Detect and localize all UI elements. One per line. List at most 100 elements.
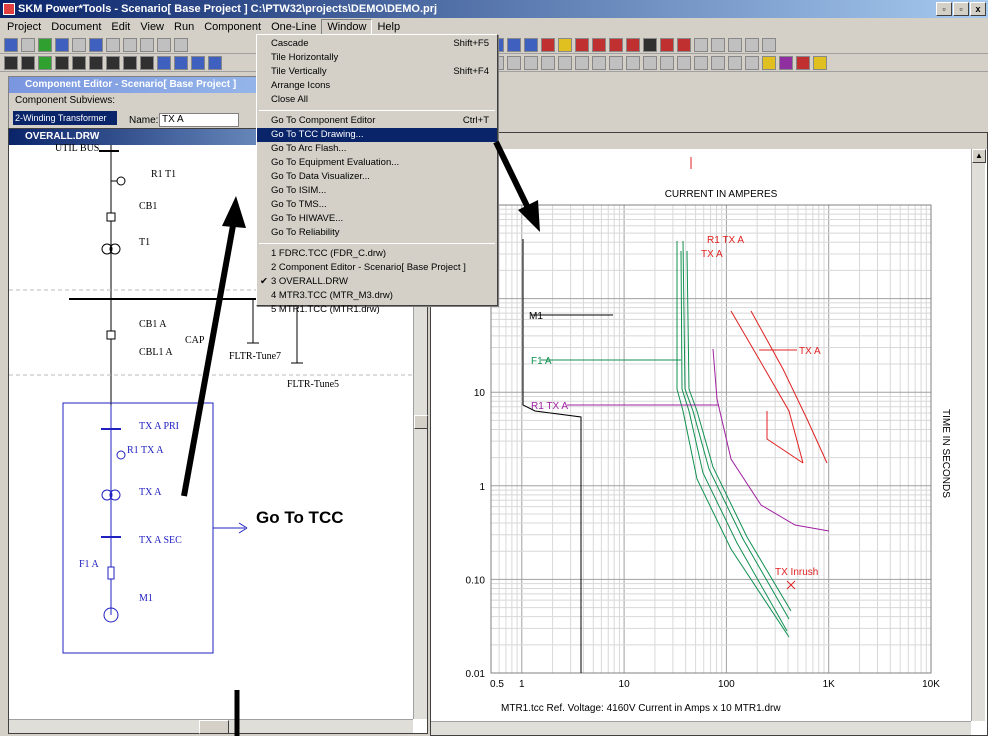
menu-one-line[interactable]: One-Line [271, 21, 317, 33]
menu-item-window-4[interactable]: 4 MTR3.TCC (MTR_M3.drw) [257, 289, 497, 303]
menu-item-window-1[interactable]: 1 FDRC.TCC (FDR_C.drw) [257, 247, 497, 261]
menu-item-goto-arc-flash[interactable]: Go To Arc Flash... [257, 142, 497, 156]
drawing-hscroll-thumb[interactable] [199, 720, 229, 734]
help-icon[interactable] [106, 37, 120, 52]
fuse-tool-icon[interactable] [123, 55, 137, 70]
tcc-scroll-up[interactable]: ▲ [972, 149, 986, 163]
transformer-tool-icon[interactable] [72, 55, 86, 70]
txa-curve-2[interactable] [750, 310, 828, 464]
menu-item-goto-isim[interactable]: Go To ISIM... [257, 184, 497, 198]
drawing-horizontal-scrollbar[interactable] [9, 719, 413, 734]
subview-selected[interactable]: 2-Winding Transformer [13, 111, 117, 125]
wind-tool-icon[interactable] [660, 55, 674, 70]
menu-item-goto-equipment-evaluation[interactable]: Go To Equipment Evaluation... [257, 156, 497, 170]
menu-document[interactable]: Document [51, 21, 102, 33]
txa-secondary-winding[interactable] [109, 489, 121, 501]
battery-tool-icon[interactable] [677, 55, 691, 70]
menu-item-close-all[interactable]: Close All [257, 93, 497, 107]
menu-edit[interactable]: Edit [111, 21, 131, 33]
zoom-fit-icon[interactable] [507, 37, 521, 52]
undo-route-icon[interactable] [626, 37, 640, 52]
t1-primary-winding[interactable] [101, 243, 113, 255]
zoom-select-icon[interactable] [541, 37, 555, 52]
save-icon[interactable] [89, 37, 103, 52]
ats-tool-icon[interactable] [626, 55, 640, 70]
r1t1-relay-symbol[interactable] [116, 176, 126, 186]
breaker-tool-icon[interactable] [106, 55, 120, 70]
motor-tool-icon[interactable] [38, 55, 52, 70]
ups-tool-icon[interactable] [592, 55, 606, 70]
f1a-curve-left[interactable] [676, 241, 790, 638]
menu-item-goto-tcc-drawing[interactable]: Go To TCC Drawing... [257, 128, 497, 142]
selected-group-box[interactable] [62, 402, 214, 654]
cb1a-breaker-symbol[interactable] [106, 330, 116, 340]
paste-icon[interactable] [157, 37, 171, 52]
restore-button[interactable]: ▫ [953, 2, 969, 16]
drawing-vscroll-thumb[interactable] [414, 415, 428, 429]
link2-icon[interactable] [592, 37, 606, 52]
menu-item-arrange-icons[interactable]: Arrange Icons [257, 79, 497, 93]
menu-project[interactable]: Project [7, 21, 42, 33]
m1-curve[interactable] [522, 239, 582, 673]
minimize-button[interactable]: ▫ [936, 2, 952, 16]
tcc-horizontal-scrollbar[interactable] [431, 721, 971, 735]
menu-item-window-5[interactable]: 5 MTR1.TCC (MTR1.drw) [257, 303, 497, 317]
align-icon[interactable] [694, 37, 708, 52]
r1txa-relay-symbol[interactable] [116, 450, 126, 460]
menu-view[interactable]: View [140, 21, 165, 33]
menu-window[interactable]: Window [321, 19, 373, 35]
menu-run[interactable]: Run [174, 21, 195, 33]
menu-help[interactable]: Help [377, 21, 401, 33]
menu-item-window-2[interactable]: 2 Component Editor - Scenario[ Base Proj… [257, 261, 497, 275]
home-icon[interactable] [745, 37, 759, 52]
f1a-fuse-symbol[interactable] [107, 566, 115, 580]
mesh-tool-icon[interactable] [745, 55, 759, 70]
open-icon[interactable] [21, 37, 35, 52]
menu-item-cascade[interactable]: Cascade Shift+F5 [257, 37, 497, 51]
vfd-tool-icon[interactable] [609, 55, 623, 70]
menu-item-goto-data-visualizer[interactable]: Go To Data Visualizer... [257, 170, 497, 184]
pt-tool-icon[interactable] [558, 55, 572, 70]
text-icon[interactable] [643, 37, 657, 52]
new-icon[interactable] [4, 37, 18, 52]
report-icon[interactable] [38, 37, 52, 52]
print-icon[interactable] [174, 37, 188, 52]
cut-icon[interactable] [123, 37, 137, 52]
bus-tool-icon[interactable] [4, 55, 18, 70]
route-icon[interactable] [609, 37, 623, 52]
cb1-breaker-symbol[interactable] [106, 212, 116, 222]
distribute-icon[interactable] [711, 37, 725, 52]
menu-item-tile-horizontally[interactable]: Tile Horizontally [257, 51, 497, 65]
utility-tool-icon[interactable] [157, 55, 171, 70]
generator-tool-icon[interactable] [174, 55, 188, 70]
switch-tool-icon[interactable] [507, 55, 521, 70]
shunt-tool-icon[interactable] [728, 55, 742, 70]
menu-item-window-3[interactable]: ✔ 3 OVERALL.DRW [257, 275, 497, 289]
ground-tool-icon[interactable] [140, 55, 154, 70]
txa-primary-winding[interactable] [101, 489, 113, 501]
txa-curve-1[interactable] [730, 310, 804, 464]
chart-icon[interactable] [728, 37, 742, 52]
line-tool-icon[interactable] [524, 55, 538, 70]
tcc-vertical-scrollbar[interactable]: ▲ [971, 149, 986, 721]
diamond-icon[interactable] [660, 37, 674, 52]
color-tool-icon[interactable] [762, 55, 776, 70]
menu-item-goto-component-editor[interactable]: Go To Component Editor Ctrl+T [257, 114, 497, 128]
menu-item-tile-vertically[interactable]: Tile Vertically Shift+F4 [257, 65, 497, 79]
table-icon[interactable] [55, 37, 69, 52]
meter-tool-icon[interactable] [575, 55, 589, 70]
filter-tool-icon[interactable] [208, 55, 222, 70]
cable-tool-icon[interactable] [21, 55, 35, 70]
name-input[interactable]: TX A [159, 113, 239, 127]
ct-tool-icon[interactable] [541, 55, 555, 70]
menu-component[interactable]: Component [204, 21, 262, 33]
svc-tool-icon[interactable] [694, 55, 708, 70]
reactor-tool-icon[interactable] [711, 55, 725, 70]
dc-tool-icon[interactable] [779, 55, 793, 70]
link-icon[interactable] [575, 37, 589, 52]
bus-icon[interactable] [558, 37, 572, 52]
t-tool-icon[interactable] [813, 55, 827, 70]
zoom-area-icon[interactable] [524, 37, 538, 52]
m1-motor-symbol[interactable] [103, 607, 119, 623]
circle-icon[interactable] [677, 37, 691, 52]
